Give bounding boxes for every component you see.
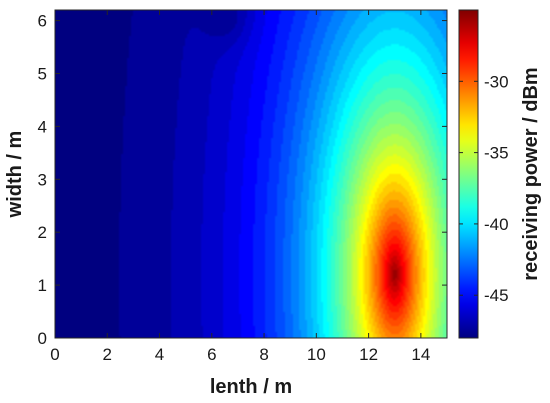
y-tick-label: 0 [38, 329, 47, 348]
y-tick-label: 4 [38, 117, 47, 136]
x-axis-ticks: 0 2 4 6 8 10 12 14 [50, 10, 430, 364]
colorbar-tick-label: -35 [484, 144, 509, 163]
colorbar-ticks: -30 -35 -40 -45 [459, 72, 509, 305]
x-tick-label: 6 [207, 345, 216, 364]
colorbar-tick-label: -30 [484, 72, 509, 91]
x-axis-label: lenth / m [210, 376, 292, 398]
y-tick-label: 6 [38, 12, 47, 31]
y-axis-label: width / m [4, 131, 26, 219]
y-tick-label: 2 [38, 223, 47, 242]
plot-area [55, 10, 447, 338]
colorbar-tick-label: -40 [484, 215, 509, 234]
x-tick-label: 4 [155, 345, 164, 364]
x-tick-label: 0 [50, 345, 59, 364]
heatmap-image [55, 10, 447, 338]
y-tick-label: 5 [38, 64, 47, 83]
x-tick-label: 14 [411, 345, 430, 364]
colorbar-label: receiving power / dBm [520, 67, 542, 280]
plot-frame [54, 9, 448, 339]
colorbar [458, 9, 479, 339]
x-tick-label: 2 [103, 345, 112, 364]
x-tick-label: 8 [259, 345, 268, 364]
colorbar-tick-label: -45 [484, 286, 509, 305]
y-tick-label: 1 [38, 276, 47, 295]
y-tick-label: 3 [38, 170, 47, 189]
x-tick-label: 12 [359, 345, 378, 364]
y-axis-ticks: 0 1 2 3 4 5 6 [38, 12, 447, 348]
x-tick-label: 10 [307, 345, 326, 364]
